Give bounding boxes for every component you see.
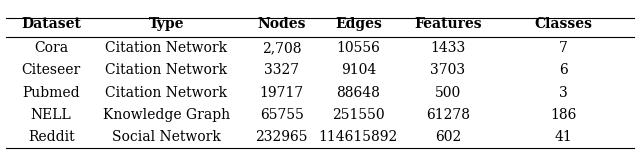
Text: 3703: 3703 [431,63,465,77]
Text: Citation Network: Citation Network [106,63,227,77]
Text: 61278: 61278 [426,108,470,122]
Text: Type: Type [148,17,184,32]
Text: 9104: 9104 [340,63,376,77]
Text: Knowledge Graph: Knowledge Graph [103,108,230,122]
Text: 3: 3 [559,86,568,100]
Text: 602: 602 [435,130,461,144]
Text: 88648: 88648 [337,86,380,100]
Text: NELL: NELL [31,108,72,122]
Text: Citation Network: Citation Network [106,41,227,55]
Text: Edges: Edges [335,17,382,32]
Text: Features: Features [414,17,482,32]
Text: Social Network: Social Network [112,130,221,144]
Text: 6: 6 [559,63,568,77]
Text: Citation Network: Citation Network [106,86,227,100]
Text: Nodes: Nodes [257,17,306,32]
Text: 114615892: 114615892 [319,130,398,144]
Text: Classes: Classes [534,17,592,32]
Text: 65755: 65755 [260,108,303,122]
Text: Reddit: Reddit [28,130,74,144]
Text: 19717: 19717 [259,86,304,100]
Text: Pubmed: Pubmed [22,86,80,100]
Text: 7: 7 [559,41,568,55]
Text: 251550: 251550 [332,108,385,122]
Text: 10556: 10556 [337,41,380,55]
Text: 500: 500 [435,86,461,100]
Text: Cora: Cora [34,41,68,55]
Text: 186: 186 [550,108,577,122]
Text: Citeseer: Citeseer [22,63,81,77]
Text: 232965: 232965 [255,130,308,144]
Text: Dataset: Dataset [21,17,81,32]
Text: 3327: 3327 [264,63,299,77]
Text: 41: 41 [554,130,572,144]
Text: 1433: 1433 [430,41,466,55]
Text: 2,708: 2,708 [262,41,301,55]
